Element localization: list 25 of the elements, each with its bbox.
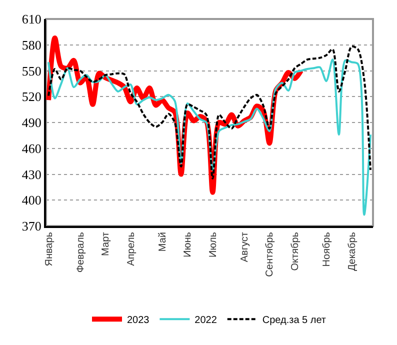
y-tick-label: 610: [22, 12, 42, 27]
y-tick-label: 490: [22, 115, 42, 130]
x-tick-label: Октябрь: [290, 232, 301, 271]
legend-label: 2023: [127, 315, 150, 326]
x-tick-label: Май: [157, 232, 168, 252]
x-tick-label: Июль: [208, 232, 219, 258]
x-tick-label: Апрель: [126, 232, 137, 266]
x-tick-label: Июнь: [182, 232, 194, 258]
legend-label: Сред.за 5 лет: [262, 315, 326, 326]
y-tick-label: 550: [22, 63, 42, 78]
x-tick-label: Январь: [44, 232, 55, 266]
y-tick-label: 430: [22, 166, 42, 182]
x-tick-label: Декабрь: [346, 232, 358, 271]
x-tick-label: Февраль: [75, 232, 86, 273]
x-tick-label: Март: [100, 232, 112, 256]
legend-label: 2022: [194, 315, 218, 326]
line-series: [48, 58, 372, 216]
y-tick-label: 400: [22, 192, 42, 208]
x-tick-label: Август: [239, 232, 250, 262]
x-tick-label: Сентябрь: [264, 232, 276, 277]
y-tick-label: 520: [22, 89, 42, 104]
y-tick-label: 580: [22, 37, 42, 52]
y-tick-label: 370: [22, 218, 42, 234]
y-tick-label: 460: [22, 140, 42, 156]
x-tick-label: Ноябрь: [322, 232, 333, 267]
